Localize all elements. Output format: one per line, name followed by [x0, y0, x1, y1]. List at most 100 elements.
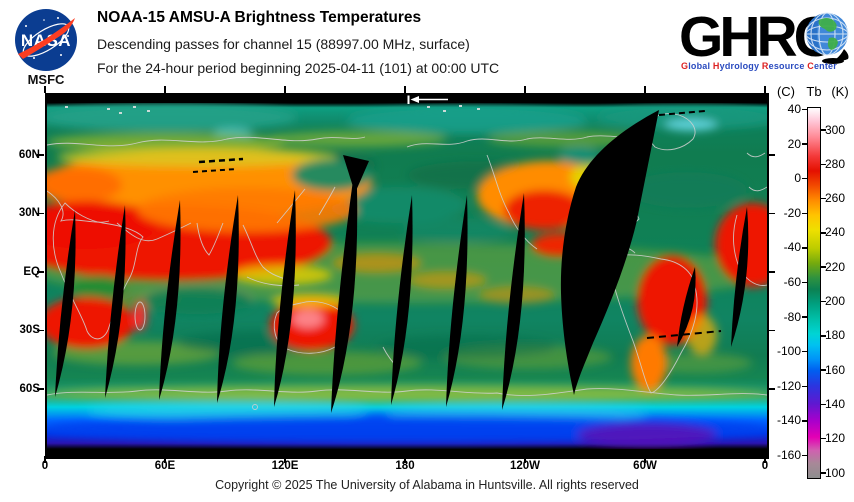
kelvin-tick-mark: [821, 472, 826, 474]
kelvin-tick-label-140: 140: [825, 396, 846, 411]
colorbar-unit-kelvin: (K): [831, 84, 849, 99]
lon-label-60E-1: 60E: [154, 460, 176, 472]
ghrc-tagline-word: lobal: [688, 61, 713, 71]
lon-label-180-3: 180: [395, 460, 415, 472]
south-polar-gap: [47, 449, 767, 457]
ghrc-tagline-word: G: [681, 61, 689, 71]
kelvin-tick-label-300: 300: [825, 122, 846, 137]
kelvin-tick-label-160: 160: [825, 362, 846, 377]
lat-tick-left: [37, 271, 44, 273]
kelvin-tick-label-280: 280: [825, 156, 846, 171]
ghrc-tagline-word: ydrology: [719, 61, 762, 71]
ghrc-globe-icon: [805, 12, 849, 64]
lon-tick-bottom: [44, 456, 46, 463]
lon-tick-bottom: [524, 456, 526, 463]
kelvin-tick-label-180: 180: [825, 328, 846, 343]
lon-tick-top: [44, 86, 46, 93]
kelvin-tick-mark: [821, 369, 826, 371]
celsius-tick-mark: [802, 247, 807, 249]
lon-label-120W-4: 120W: [509, 460, 541, 472]
kelvin-tick-mark: [821, 266, 826, 268]
lon-tick-top: [164, 86, 166, 93]
kelvin-tick-label-100: 100: [825, 465, 846, 480]
lat-label-30S: 30S: [19, 324, 40, 336]
celsius-tick-label--160: -160: [776, 448, 801, 462]
ghrc-tagline-word: esource: [768, 61, 808, 71]
map-image: [12, 95, 791, 457]
nasa-logo: NASA: [15, 9, 77, 71]
ghrc-tagline-word: C: [807, 61, 814, 71]
ghrc-logo-tagline: Global Hydrology Resource Center: [681, 61, 854, 71]
copyright-notice: Copyright © 2025 The University of Alaba…: [215, 478, 639, 492]
lat-label-EQ: EQ: [23, 265, 40, 278]
nasa-logo-stars: [25, 17, 69, 59]
lon-tick-bottom: [764, 456, 766, 463]
swath-gaps: [55, 110, 749, 413]
lon-tick-top: [524, 86, 526, 93]
celsius-tick-label--20: -20: [783, 205, 801, 220]
lat-label-60S: 60S: [19, 382, 40, 395]
lon-label-0-6: 0: [761, 460, 769, 472]
lon-label-120E-2: 120E: [271, 460, 299, 472]
lon-tick-top: [764, 86, 766, 93]
nasa-logo-swoosh: [18, 18, 75, 59]
celsius-tick-label--80: -80: [783, 309, 801, 324]
lat-tick-left: [37, 154, 44, 156]
lat-tick-right: [768, 154, 775, 156]
ghrc-tagline-word: H: [712, 61, 720, 71]
kelvin-tick-mark: [821, 403, 826, 406]
kelvin-tick-mark: [821, 232, 826, 234]
colorbar-unit-tb: Tb: [806, 84, 822, 99]
kelvin-tick-mark: [821, 335, 826, 337]
lat-tick-right: [768, 212, 775, 215]
lon-tick-top: [404, 86, 406, 93]
kelvin-tick-mark: [821, 197, 826, 200]
celsius-tick-label--120: -120: [776, 378, 801, 393]
colorbar-unit-celsius: (C): [776, 84, 796, 99]
kelvin-tick-mark: [821, 437, 826, 440]
page-subtitle-channel: Descending passes for channel 15 (88997.…: [97, 36, 470, 52]
kelvin-tick-mark: [821, 129, 826, 131]
north-polar-gap: [47, 95, 767, 103]
lat-tick-left: [37, 388, 44, 390]
lat-tick-right: [768, 388, 775, 390]
lat-tick-left: [37, 212, 44, 215]
pass-start-arrow-icon: [407, 95, 448, 104]
lat-label-30N: 30N: [18, 207, 40, 219]
celsius-tick-mark: [802, 212, 807, 215]
lon-tick-top: [284, 86, 286, 93]
colorbar: [807, 107, 821, 479]
kelvin-tick-label-200: 200: [825, 294, 846, 308]
lon-tick-bottom: [164, 456, 166, 463]
celsius-tick-label--40: -40: [783, 240, 801, 255]
celsius-tick-mark: [802, 316, 807, 318]
celsius-tick-mark: [802, 177, 807, 180]
celsius-tick-label--100: -100: [776, 344, 801, 359]
kelvin-tick-label-220: 220: [825, 259, 846, 274]
msfc-label: MSFC: [27, 72, 65, 87]
celsius-tick-mark: [802, 454, 807, 457]
lon-tick-bottom: [284, 456, 286, 463]
celsius-tick-mark: [802, 350, 807, 353]
kelvin-tick-mark: [821, 300, 826, 303]
celsius-tick-label-20: 20: [787, 136, 801, 151]
lon-tick-bottom: [644, 456, 646, 463]
lat-tick-right: [768, 329, 775, 332]
celsius-tick-label--60: -60: [783, 275, 801, 289]
lon-tick-bottom: [404, 456, 406, 463]
celsius-tick-label-0: 0: [794, 171, 801, 186]
celsius-tick-mark: [802, 420, 807, 422]
kelvin-tick-label-120: 120: [825, 431, 846, 446]
ghrc-logo: GHRC: [681, 5, 849, 66]
celsius-tick-label--140: -140: [776, 413, 801, 428]
lon-label-0-0: 0: [41, 460, 49, 472]
lat-label-60N: 60N: [18, 148, 40, 161]
kelvin-tick-label-240: 240: [825, 225, 846, 240]
celsius-tick-mark: [802, 385, 807, 388]
lat-tick-left: [37, 329, 44, 332]
kelvin-tick-mark: [821, 163, 826, 166]
celsius-tick-label-40: 40: [787, 102, 801, 116]
kelvin-tick-label-260: 260: [825, 191, 846, 206]
page-title: NOAA-15 AMSU-A Brightness Temperatures: [97, 9, 422, 26]
